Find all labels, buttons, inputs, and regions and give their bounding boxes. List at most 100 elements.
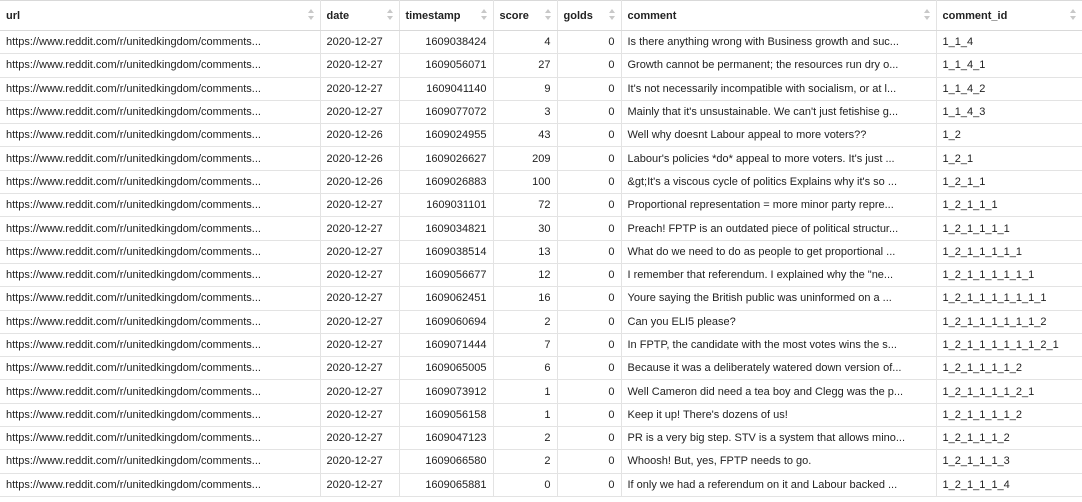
cell-date: 2020-12-26: [320, 146, 400, 171]
column-header-golds[interactable]: golds: [557, 0, 622, 31]
table-row[interactable]: https://www.reddit.com/r/unitedkingdom/c…: [0, 286, 1082, 311]
cell-comment: Well Cameron did need a tea boy and Cleg…: [621, 379, 937, 404]
column-header-label: url: [6, 9, 21, 22]
cell-timestamp: 1609034821: [399, 216, 494, 241]
column-header-timestamp[interactable]: timestamp: [399, 0, 494, 31]
table-row[interactable]: https://www.reddit.com/r/unitedkingdom/c…: [0, 426, 1082, 451]
cell-comment: In FPTP, the candidate with the most vot…: [621, 333, 937, 358]
column-header-label: comment_id: [942, 9, 1008, 22]
table-row[interactable]: https://www.reddit.com/r/unitedkingdom/c…: [0, 473, 1082, 497]
table-row[interactable]: https://www.reddit.com/r/unitedkingdom/c…: [0, 263, 1082, 288]
cell-timestamp: 1609066580: [399, 449, 494, 474]
cell-comment-id: 1_2_1_1_1_1_1_1: [936, 263, 1082, 288]
cell-date: 2020-12-27: [320, 216, 400, 241]
cell-url: https://www.reddit.com/r/unitedkingdom/c…: [0, 449, 321, 474]
cell-score: 1: [493, 403, 558, 428]
cell-score: 0: [493, 473, 558, 497]
column-header-comment[interactable]: comment: [621, 0, 937, 31]
cell-timestamp: 1609031101: [399, 193, 494, 218]
table-row[interactable]: https://www.reddit.com/r/unitedkingdom/c…: [0, 310, 1082, 334]
sort-icon[interactable]: [544, 9, 552, 21]
cell-score: 72: [493, 193, 558, 218]
cell-comment: Proportional representation = more minor…: [621, 193, 937, 218]
cell-date: 2020-12-27: [320, 286, 400, 311]
cell-url: https://www.reddit.com/r/unitedkingdom/c…: [0, 193, 321, 218]
cell-score: 30: [493, 216, 558, 241]
sort-icon[interactable]: [608, 9, 616, 21]
cell-score: 7: [493, 333, 558, 358]
cell-comment-id: 1_2_1: [936, 146, 1082, 171]
cell-comment-id: 1_1_4_3: [936, 100, 1082, 125]
cell-comment-id: 1_2_1_1_1_2: [936, 426, 1082, 451]
table-row[interactable]: https://www.reddit.com/r/unitedkingdom/c…: [0, 379, 1082, 404]
cell-date: 2020-12-27: [320, 193, 400, 218]
cell-golds: 0: [557, 193, 622, 218]
cell-url: https://www.reddit.com/r/unitedkingdom/c…: [0, 216, 321, 241]
column-header-url[interactable]: url: [0, 0, 321, 31]
table-row[interactable]: https://www.reddit.com/r/unitedkingdom/c…: [0, 240, 1082, 264]
table-row[interactable]: https://www.reddit.com/r/unitedkingdom/c…: [0, 100, 1082, 125]
sort-icon[interactable]: [923, 9, 931, 21]
cell-comment: If only we had a referendum on it and La…: [621, 473, 937, 497]
table-row[interactable]: https://www.reddit.com/r/unitedkingdom/c…: [0, 403, 1082, 428]
sort-icon[interactable]: [386, 9, 394, 21]
cell-score: 4: [493, 30, 558, 55]
column-header-label: date: [326, 9, 350, 22]
column-header-date[interactable]: date: [320, 0, 400, 31]
cell-timestamp: 1609038424: [399, 30, 494, 55]
cell-score: 2: [493, 449, 558, 474]
cell-date: 2020-12-27: [320, 333, 400, 358]
table-row[interactable]: https://www.reddit.com/r/unitedkingdom/c…: [0, 193, 1082, 218]
sort-icon[interactable]: [307, 9, 315, 21]
cell-date: 2020-12-27: [320, 310, 400, 334]
cell-comment: Growth cannot be permanent; the resource…: [621, 53, 937, 78]
cell-golds: 0: [557, 240, 622, 264]
table-row[interactable]: https://www.reddit.com/r/unitedkingdom/c…: [0, 77, 1082, 101]
column-header-label: comment: [627, 9, 677, 22]
table-row[interactable]: https://www.reddit.com/r/unitedkingdom/c…: [0, 356, 1082, 381]
cell-date: 2020-12-27: [320, 449, 400, 474]
cell-score: 27: [493, 53, 558, 78]
table-row[interactable]: https://www.reddit.com/r/unitedkingdom/c…: [0, 53, 1082, 78]
column-header-comment-id[interactable]: comment_id: [936, 0, 1082, 31]
table-row[interactable]: https://www.reddit.com/r/unitedkingdom/c…: [0, 216, 1082, 241]
cell-timestamp: 1609056677: [399, 263, 494, 288]
cell-url: https://www.reddit.com/r/unitedkingdom/c…: [0, 333, 321, 358]
cell-url: https://www.reddit.com/r/unitedkingdom/c…: [0, 240, 321, 264]
cell-score: 1: [493, 379, 558, 404]
cell-comment-id: 1_2_1_1_1_1_2: [936, 356, 1082, 381]
cell-comment-id: 1_2_1_1_1_1_2: [936, 403, 1082, 428]
column-header-score[interactable]: score: [493, 0, 558, 31]
cell-score: 43: [493, 123, 558, 148]
cell-url: https://www.reddit.com/r/unitedkingdom/c…: [0, 286, 321, 311]
cell-url: https://www.reddit.com/r/unitedkingdom/c…: [0, 263, 321, 288]
table-row[interactable]: https://www.reddit.com/r/unitedkingdom/c…: [0, 449, 1082, 474]
cell-url: https://www.reddit.com/r/unitedkingdom/c…: [0, 170, 321, 195]
cell-comment-id: 1_2_1_1_1_1_1: [936, 240, 1082, 264]
cell-score: 13: [493, 240, 558, 264]
cell-comment-id: 1_2_1_1_1_1: [936, 216, 1082, 241]
cell-date: 2020-12-27: [320, 240, 400, 264]
cell-timestamp: 1609071444: [399, 333, 494, 358]
cell-comment: What do we need to do as people to get p…: [621, 240, 937, 264]
sort-icon[interactable]: [1069, 9, 1077, 21]
cell-timestamp: 1609073912: [399, 379, 494, 404]
cell-comment: Because it was a deliberately watered do…: [621, 356, 937, 381]
cell-timestamp: 1609047123: [399, 426, 494, 451]
column-header-label: golds: [563, 9, 593, 22]
table-row[interactable]: https://www.reddit.com/r/unitedkingdom/c…: [0, 170, 1082, 195]
cell-url: https://www.reddit.com/r/unitedkingdom/c…: [0, 379, 321, 404]
cell-comment-id: 1_2_1_1_1_3: [936, 449, 1082, 474]
cell-date: 2020-12-27: [320, 473, 400, 497]
cell-date: 2020-12-27: [320, 53, 400, 78]
sort-icon[interactable]: [480, 9, 488, 21]
cell-comment-id: 1_1_4: [936, 30, 1082, 55]
table-row[interactable]: https://www.reddit.com/r/unitedkingdom/c…: [0, 30, 1082, 55]
cell-url: https://www.reddit.com/r/unitedkingdom/c…: [0, 100, 321, 125]
table-row[interactable]: https://www.reddit.com/r/unitedkingdom/c…: [0, 333, 1082, 358]
cell-url: https://www.reddit.com/r/unitedkingdom/c…: [0, 146, 321, 171]
table-row[interactable]: https://www.reddit.com/r/unitedkingdom/c…: [0, 146, 1082, 171]
table-row[interactable]: https://www.reddit.com/r/unitedkingdom/c…: [0, 123, 1082, 148]
